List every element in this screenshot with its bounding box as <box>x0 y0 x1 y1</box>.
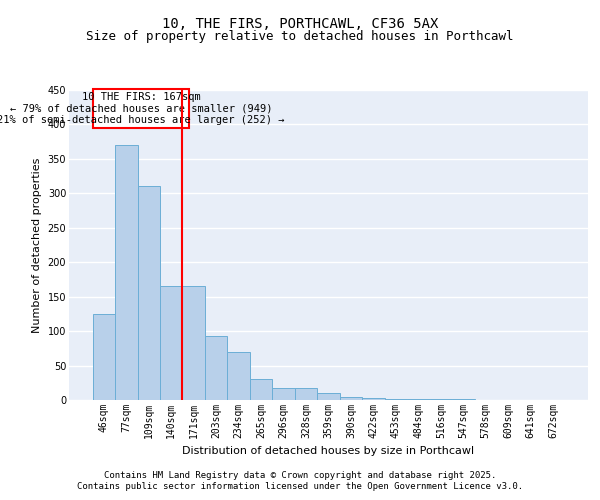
Bar <box>137 186 160 400</box>
Bar <box>160 286 182 400</box>
Bar <box>272 388 295 400</box>
Text: Contains public sector information licensed under the Open Government Licence v3: Contains public sector information licen… <box>77 482 523 491</box>
Bar <box>385 398 407 400</box>
Y-axis label: Number of detached properties: Number of detached properties <box>32 158 42 332</box>
Bar <box>227 352 250 400</box>
Bar <box>92 314 115 400</box>
Text: 10, THE FIRS, PORTHCAWL, CF36 5AX: 10, THE FIRS, PORTHCAWL, CF36 5AX <box>162 18 438 32</box>
Bar <box>205 336 227 400</box>
Text: Contains HM Land Registry data © Crown copyright and database right 2025.: Contains HM Land Registry data © Crown c… <box>104 471 496 480</box>
Bar <box>182 286 205 400</box>
Bar <box>317 393 340 400</box>
Bar <box>340 396 362 400</box>
Bar <box>295 388 317 400</box>
Bar <box>115 145 137 400</box>
X-axis label: Distribution of detached houses by size in Porthcawl: Distribution of detached houses by size … <box>182 446 475 456</box>
FancyBboxPatch shape <box>92 88 189 128</box>
Bar <box>250 380 272 400</box>
Text: 10 THE FIRS: 167sqm
← 79% of detached houses are smaller (949)
21% of semi-detac: 10 THE FIRS: 167sqm ← 79% of detached ho… <box>0 92 284 125</box>
Bar <box>362 398 385 400</box>
Text: Size of property relative to detached houses in Porthcawl: Size of property relative to detached ho… <box>86 30 514 43</box>
